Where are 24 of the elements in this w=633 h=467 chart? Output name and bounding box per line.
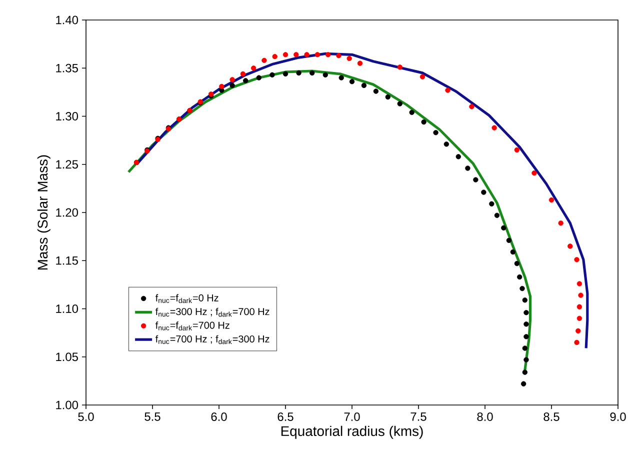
- x-tick-label: 6.0: [211, 412, 227, 421]
- legend-label: f$_{nuc}$=f$_{dark}$=700 Hz: [155, 322, 230, 330]
- legend-label: f$_{nuc}$=300 Hz ; f$_{dark}$=700 Hz: [155, 308, 270, 317]
- x-tick-label: 9.0: [610, 412, 626, 421]
- y-tick-label: 1.20: [56, 208, 78, 217]
- legend-label: f$_{nuc}$=f$_{dark}$=0 Hz: [155, 294, 218, 304]
- x-tick-label: 5.0: [78, 412, 94, 421]
- y-tick-label: 1.35: [56, 64, 78, 72]
- y-tick-label: 1.00: [56, 400, 78, 410]
- y-tick-label: 1.25: [56, 160, 78, 169]
- x-axis-title: Equatorial radius (kms): [281, 426, 423, 439]
- x-tick-label: 7.0: [344, 412, 360, 421]
- y-tick-label: 1.05: [56, 352, 78, 362]
- y-tick-label: 1.40: [56, 16, 78, 24]
- y-tick-label: 1.30: [56, 112, 78, 120]
- y-tick-label: 1.10: [56, 304, 78, 313]
- x-tick-label: 6.5: [278, 412, 294, 421]
- x-tick-label: 5.5: [144, 412, 160, 421]
- legend-label: f$_{nuc}$=700 Hz ; f$_{dark}$=300 Hz: [155, 335, 270, 344]
- x-tick-label: 8.0: [477, 412, 493, 421]
- y-axis-title: Mass (Solar Mass): [37, 155, 50, 270]
- x-tick-label: 8.5: [544, 412, 560, 421]
- x-tick-label: 7.5: [410, 412, 426, 421]
- y-tick-label: 1.15: [56, 256, 78, 265]
